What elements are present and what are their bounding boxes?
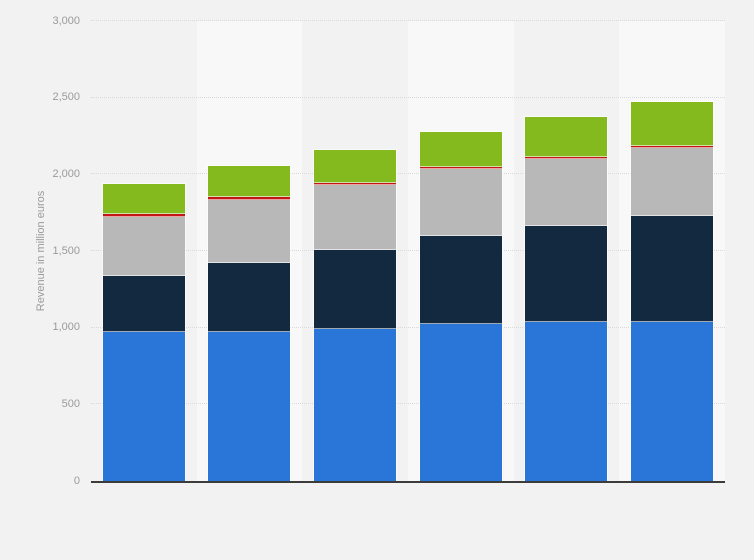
bar-stack-bar-6[interactable] — [631, 101, 714, 481]
bar-stack-bar-3[interactable] — [314, 149, 397, 481]
category-band — [619, 21, 725, 481]
bar-segment-green[interactable] — [208, 165, 291, 198]
bar-segment-green[interactable] — [419, 132, 502, 167]
bar-segment-dark-navy[interactable] — [631, 215, 714, 322]
bar-segment-red[interactable] — [631, 146, 714, 149]
gridline — [91, 250, 725, 251]
bar-segment-gray[interactable] — [525, 159, 608, 226]
category-band — [302, 21, 408, 481]
bar-segment-blue[interactable] — [525, 322, 608, 481]
y-tick-label: 1,000 — [52, 321, 80, 334]
bar-segment-blue[interactable] — [314, 329, 397, 481]
gridline — [91, 403, 725, 405]
bar-segment-blue[interactable] — [208, 331, 291, 481]
y-tick-label: 1,500 — [52, 244, 80, 257]
gridline — [91, 96, 725, 98]
bar-segment-blue[interactable] — [631, 321, 714, 481]
bar-segment-blue[interactable] — [102, 331, 185, 481]
bar-segment-dark-navy[interactable] — [208, 262, 291, 332]
bar-stack-bar-5[interactable] — [525, 116, 608, 481]
x-axis-line — [91, 481, 725, 483]
category-band — [91, 21, 197, 481]
bar-segment-red[interactable] — [102, 214, 185, 217]
bar-segment-gray[interactable] — [631, 148, 714, 216]
bar-segment-gray[interactable] — [102, 216, 185, 276]
bar-segment-red[interactable] — [208, 197, 291, 200]
bar-segment-red[interactable] — [525, 157, 608, 160]
gridline — [91, 326, 725, 328]
y-tick-label: 500 — [61, 397, 80, 410]
bar-stack-bar-2[interactable] — [208, 165, 291, 481]
gridline — [91, 173, 725, 175]
bar-segment-dark-navy[interactable] — [419, 235, 502, 324]
bar-segment-dark-navy[interactable] — [102, 275, 185, 332]
bar-segment-green[interactable] — [631, 101, 714, 146]
category-band — [514, 21, 620, 481]
bar-segment-green[interactable] — [314, 149, 397, 183]
category-band — [408, 21, 514, 481]
bar-segment-dark-navy[interactable] — [525, 225, 608, 323]
gridline — [91, 20, 725, 21]
category-band — [196, 21, 303, 481]
y-tick-label: 2,500 — [52, 91, 80, 104]
bar-segment-gray[interactable] — [208, 199, 291, 263]
bar-stack-bar-1[interactable] — [102, 184, 185, 481]
bar-segment-red[interactable] — [419, 166, 502, 169]
y-tick-label: 0 — [73, 474, 80, 487]
y-tick-label: 2,000 — [52, 167, 80, 180]
bar-segment-blue[interactable] — [419, 323, 502, 481]
bar-segment-red[interactable] — [314, 182, 397, 186]
bar-stack-bar-4[interactable] — [419, 132, 502, 481]
bar-segment-gray[interactable] — [314, 185, 397, 251]
plot-area: 0 500 1,000 1,500 2,000 2,500 3,000 — [52, 15, 725, 487]
bar-segment-green[interactable] — [102, 184, 185, 215]
bar-segment-gray[interactable] — [419, 169, 502, 236]
y-tick-label: 3,000 — [52, 14, 80, 27]
bar-segment-dark-navy[interactable] — [314, 250, 397, 330]
bar-segment-green[interactable] — [525, 116, 608, 158]
